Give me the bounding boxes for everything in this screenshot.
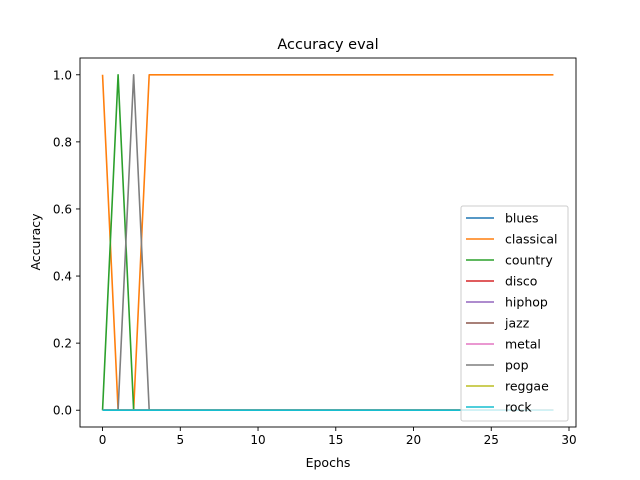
legend-label-disco: disco bbox=[505, 274, 537, 289]
legend-label-pop: pop bbox=[505, 358, 529, 373]
series-line-classical bbox=[101, 73, 554, 412]
chart-title: Accuracy eval bbox=[277, 37, 378, 53]
x-tick-label: 5 bbox=[176, 433, 184, 447]
axis-ticks: 0 5 10 15 20 25 30 0.0 0.2 0.4 0.6 0.8 1.0 bbox=[53, 68, 577, 447]
legend-label-jazz: jazz bbox=[504, 316, 530, 331]
y-tick-label: 0.4 bbox=[53, 270, 72, 284]
x-tick-label: 15 bbox=[328, 433, 343, 447]
legend: blues classical country disco hiphop jazz meta… bbox=[460, 205, 569, 422]
legend-label-country: country bbox=[505, 253, 553, 268]
y-tick-label: 1.0 bbox=[53, 68, 72, 82]
legend-label-hiphop: hiphop bbox=[505, 295, 548, 310]
plot-frame bbox=[79, 57, 577, 428]
y-tick-label: 0.8 bbox=[53, 135, 72, 149]
y-tick-label: 0.0 bbox=[53, 404, 72, 418]
legend-label-classical: classical bbox=[505, 232, 558, 247]
y-tick-label: 0.2 bbox=[53, 337, 72, 351]
x-tick-label: 30 bbox=[561, 433, 576, 447]
x-tick-label: 25 bbox=[484, 433, 499, 447]
x-tick-label: 20 bbox=[406, 433, 421, 447]
x-tick-label: 0 bbox=[99, 433, 107, 447]
x-tick-label: 10 bbox=[250, 433, 265, 447]
y-tick-label: 0.6 bbox=[53, 202, 72, 216]
y-axis-label: Accuracy bbox=[28, 213, 43, 271]
legend-label-metal: metal bbox=[505, 337, 541, 352]
legend-label-reggae: reggae bbox=[505, 379, 549, 394]
legend-label-blues: blues bbox=[505, 211, 539, 226]
x-axis-label: Epochs bbox=[306, 455, 351, 470]
legend-label-rock: rock bbox=[505, 400, 532, 415]
